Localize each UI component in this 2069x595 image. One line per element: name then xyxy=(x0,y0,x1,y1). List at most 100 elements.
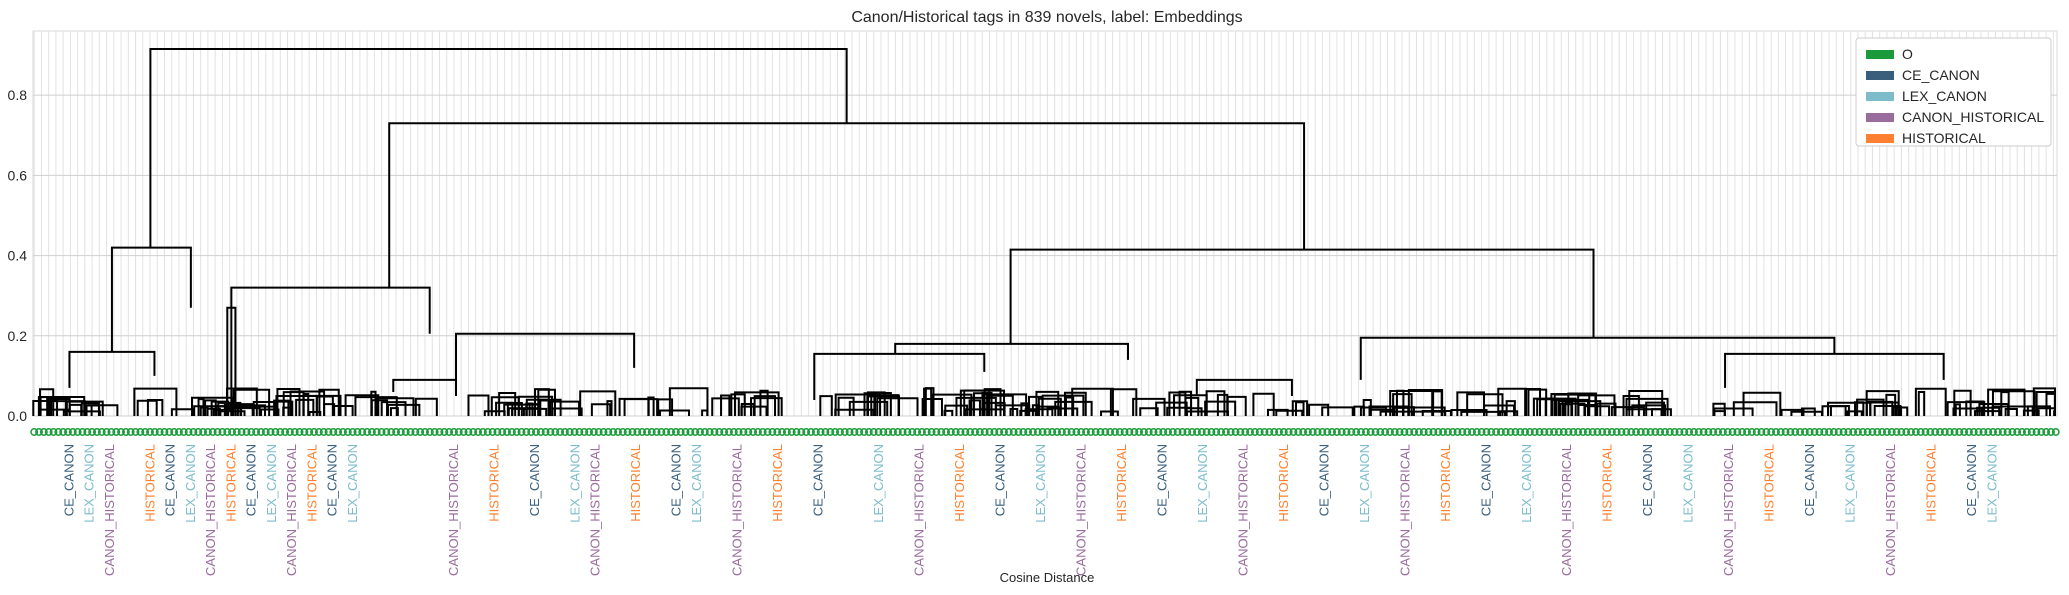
dendrogram-link xyxy=(388,122,1306,288)
leaf-marker xyxy=(266,428,275,436)
leaf-marker xyxy=(2013,428,2022,436)
leaf-marker xyxy=(1400,428,1409,436)
leaf-label: LEX_CANON xyxy=(689,444,704,523)
dendrogram-link xyxy=(1460,410,1507,416)
leaf-marker xyxy=(787,428,796,436)
dendrogram-link xyxy=(876,397,919,416)
leaf-marker xyxy=(1265,428,1274,436)
leaf-marker xyxy=(1936,428,1944,436)
leaf-marker xyxy=(512,428,521,436)
leaf-marker xyxy=(1603,428,1612,436)
leaf-marker xyxy=(285,428,294,436)
dendrogram-link xyxy=(1976,406,2001,416)
leaf-marker xyxy=(956,428,965,436)
dendrogram-link xyxy=(668,387,709,416)
dendrogram-link xyxy=(38,388,55,416)
leaf-marker xyxy=(78,428,87,436)
dendrogram-link xyxy=(711,397,740,416)
leaf-marker xyxy=(990,428,999,436)
dendrogram-link xyxy=(282,406,294,416)
leaf-marker xyxy=(575,428,584,436)
y-tick-label: 0.2 xyxy=(8,328,28,344)
leaf-marker xyxy=(1028,428,1037,436)
leaf-marker xyxy=(1255,428,1264,436)
leaf-marker xyxy=(1805,428,1814,436)
leaf-marker xyxy=(1945,428,1954,436)
leaf-marker xyxy=(1275,428,1283,436)
leaf-marker xyxy=(1178,428,1187,436)
leaf-marker xyxy=(88,428,97,436)
leaf-label: CE_CANON xyxy=(669,444,684,516)
dendrogram-link xyxy=(1954,403,1961,416)
dendrogram-link xyxy=(1395,389,1405,416)
leaf-marker xyxy=(1168,428,1177,436)
dendrogram-link xyxy=(1407,388,1444,416)
leaf-marker xyxy=(1800,428,1809,436)
dendrogram-link xyxy=(467,394,490,416)
dendrogram-link xyxy=(981,401,1006,416)
leaf-marker xyxy=(1366,428,1375,436)
dendrogram-link xyxy=(590,403,612,416)
dendrogram-link xyxy=(1275,409,1304,416)
dendrogram-link xyxy=(232,388,271,416)
leaf-marker xyxy=(560,428,569,436)
leaf-marker xyxy=(232,428,241,436)
leaf-marker xyxy=(541,428,550,436)
leaf-marker xyxy=(1839,428,1848,436)
leaf-label: CANON_HISTORICAL xyxy=(1559,444,1574,576)
leaf-marker xyxy=(189,428,198,436)
leaf-marker xyxy=(261,428,270,436)
dendrogram-link xyxy=(1856,398,1885,416)
dendrogram-link xyxy=(2032,387,2056,416)
leaf-marker xyxy=(1101,428,1110,436)
dendrogram-link xyxy=(730,393,746,416)
leaf-label: CE_CANON xyxy=(993,444,1008,516)
legend-swatch xyxy=(1866,134,1894,143)
leaf-marker xyxy=(97,428,106,436)
dendrogram-link xyxy=(834,393,877,416)
leaf-label: CE_CANON xyxy=(1802,444,1817,516)
plot-area xyxy=(32,30,2058,417)
leaf-marker xyxy=(686,428,695,436)
leaf-marker xyxy=(1313,428,1322,436)
leaf-label: HISTORICAL xyxy=(1276,444,1291,522)
leaf-marker xyxy=(1757,428,1766,436)
leaf-marker xyxy=(237,428,246,436)
leaf-marker xyxy=(334,428,343,436)
leaf-marker xyxy=(1525,428,1534,436)
leaf-marker xyxy=(107,428,116,436)
leaf-marker xyxy=(319,428,328,436)
leaf-marker xyxy=(2008,428,2017,436)
leaf-marker xyxy=(734,428,743,436)
dendrogram-link xyxy=(2004,407,2018,416)
dendrogram-link xyxy=(1294,401,1305,416)
leaf-marker xyxy=(1009,428,1018,436)
leaf-marker xyxy=(1670,428,1679,436)
leaf-marker xyxy=(1024,428,1033,436)
dendrogram-link xyxy=(1421,409,1452,416)
leaf-marker xyxy=(1376,428,1385,436)
dendrogram-link xyxy=(1359,406,1387,416)
dendrogram-link xyxy=(1168,391,1187,416)
leaf-marker xyxy=(1767,428,1776,436)
leaf-marker xyxy=(522,428,531,436)
leaf-marker xyxy=(1747,428,1756,436)
leaf-marker xyxy=(1448,428,1457,436)
leaf-marker xyxy=(300,428,309,436)
leaf-marker xyxy=(1772,428,1780,436)
leaf-marker xyxy=(1043,428,1052,436)
leaf-marker xyxy=(1135,428,1144,436)
dendrogram-link xyxy=(455,332,636,380)
leaf-marker xyxy=(985,428,994,436)
leaf-marker xyxy=(1164,428,1172,436)
horizontal-grid xyxy=(33,94,2057,417)
leaf-marker xyxy=(1361,428,1370,436)
dendrogram-link xyxy=(1291,400,1309,416)
leaf-marker xyxy=(1053,428,1062,436)
leaf-marker xyxy=(358,428,367,436)
leaf-marker xyxy=(700,428,709,436)
leaf-marker xyxy=(141,428,150,436)
dendrogram-link xyxy=(1625,408,1672,416)
leaf-marker xyxy=(995,428,1004,436)
leaf-marker xyxy=(628,428,637,436)
